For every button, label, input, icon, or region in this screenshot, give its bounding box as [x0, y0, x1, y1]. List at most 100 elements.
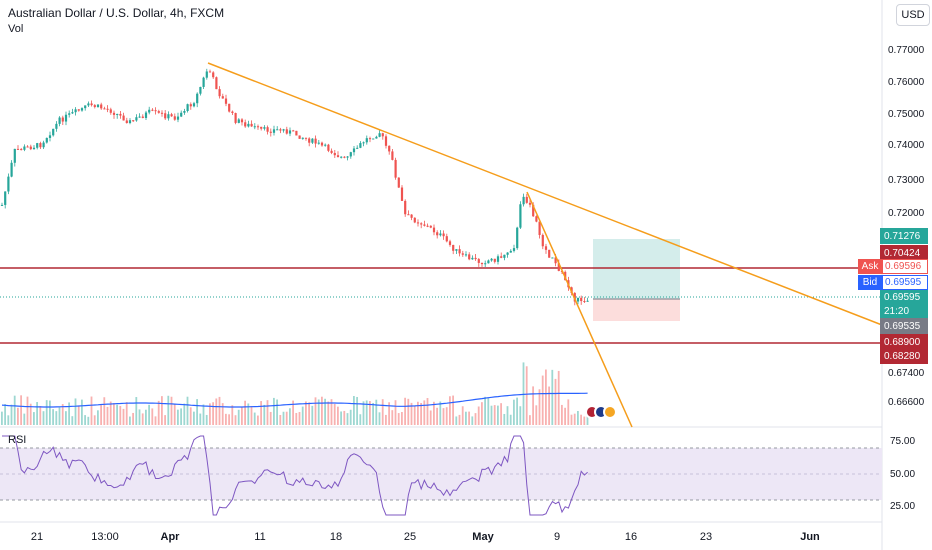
- candle-body: [279, 129, 282, 131]
- candle-body: [260, 126, 263, 129]
- candle-body: [263, 127, 266, 129]
- candle-body: [301, 137, 304, 139]
- candle-body: [448, 241, 452, 245]
- volume-bar: [420, 402, 422, 425]
- candle-body: [247, 123, 250, 127]
- bid-label: Bid: [858, 275, 882, 290]
- volume-bar: [193, 411, 195, 425]
- candle-body: [493, 258, 496, 262]
- volume-bar: [39, 406, 42, 425]
- volume-bar: [522, 362, 525, 425]
- volume-bar: [263, 404, 266, 425]
- volume-bar: [449, 396, 451, 425]
- volume-bar: [465, 411, 467, 425]
- volume-bar: [461, 406, 464, 425]
- date-axis[interactable]: 21 13:00 Apr 11 18 25 May 9 16 23 Jun: [0, 527, 882, 550]
- volume-bar: [260, 401, 262, 425]
- volume-bar: [52, 409, 54, 425]
- candle-body: [535, 216, 538, 222]
- volume-bar: [68, 402, 70, 425]
- chart-title[interactable]: Australian Dollar / U.S. Dollar, 4h, FXC…: [8, 6, 225, 20]
- economic-events[interactable]: [585, 405, 617, 419]
- trendline-major: [207, 62, 883, 326]
- date-tick: Apr: [160, 531, 180, 543]
- candle-body: [336, 155, 340, 158]
- volume-bar: [356, 396, 358, 425]
- candle-body: [128, 120, 132, 124]
- volume-bar: [225, 413, 227, 425]
- candle-body: [183, 110, 186, 113]
- candle-body: [522, 196, 525, 205]
- stop-loss-zone: [593, 299, 680, 321]
- candle-body: [557, 263, 560, 271]
- candle-body: [474, 257, 477, 260]
- volume-bar: [173, 404, 176, 425]
- volume-bar: [426, 398, 429, 425]
- candle-body: [16, 148, 20, 150]
- volume-bar: [17, 407, 19, 425]
- volume-bar: [317, 399, 320, 425]
- volume-bar: [36, 402, 38, 425]
- candle-body: [496, 256, 500, 262]
- volume-bar: [129, 416, 131, 425]
- volume-bar: [391, 410, 394, 425]
- volume-bar: [500, 403, 502, 425]
- volume-bar: [189, 407, 192, 425]
- event-icon[interactable]: [603, 405, 617, 419]
- rsi-tick: 75.00: [890, 436, 916, 447]
- candle-body: [423, 224, 426, 226]
- volume-bar: [221, 403, 224, 425]
- volume-bar: [305, 401, 307, 425]
- candle-body: [439, 233, 442, 236]
- date-tick: 23: [699, 531, 713, 543]
- volume-bar: [1, 411, 3, 425]
- volume-bar: [513, 399, 515, 425]
- candle-body: [202, 77, 205, 87]
- volume-bar: [509, 414, 512, 425]
- candle-body: [397, 177, 400, 188]
- volume-bar: [321, 396, 323, 425]
- price-tick: 0.76000: [888, 77, 925, 88]
- volume-bar: [541, 375, 544, 425]
- volume-bar: [247, 403, 250, 425]
- rsi-label[interactable]: RSI: [8, 434, 27, 446]
- candle-body: [272, 129, 276, 133]
- price-axis[interactable]: 0.77000 0.76000 0.75000 0.74000 0.73000 …: [882, 0, 932, 520]
- volume-bar: [26, 396, 29, 425]
- candle-body: [468, 254, 471, 260]
- trendline-minor: [526, 191, 633, 428]
- candle-body: [324, 144, 327, 146]
- volume-bar: [417, 401, 419, 425]
- volume-bar: [45, 400, 48, 425]
- candle-body: [253, 126, 256, 128]
- volume-bar: [154, 416, 157, 425]
- candle-body: [506, 252, 509, 255]
- volume-bar: [458, 414, 461, 425]
- volume-bar: [257, 415, 259, 425]
- candle-body: [368, 138, 372, 140]
- volume-bar: [289, 408, 291, 425]
- volume-bar: [497, 405, 499, 425]
- candle-body: [154, 110, 157, 112]
- volume-bar: [324, 398, 326, 425]
- candle-body: [394, 159, 397, 178]
- volume-bar: [327, 401, 330, 425]
- volume-bar: [285, 411, 288, 425]
- candle-body: [48, 135, 52, 138]
- candle-body: [576, 297, 580, 302]
- volume-bar: [81, 399, 83, 425]
- volume-bar: [298, 412, 301, 425]
- candle-body: [429, 225, 432, 228]
- volume-bar: [93, 415, 96, 425]
- volume-bar: [452, 395, 454, 425]
- candle-body: [234, 113, 237, 123]
- volume-label[interactable]: Vol: [8, 23, 24, 35]
- candle-body: [580, 297, 583, 302]
- volume-bar: [295, 412, 298, 425]
- volume-bar: [493, 405, 496, 425]
- candle-body: [103, 108, 106, 110]
- candle-body: [148, 109, 151, 113]
- currency-button[interactable]: USD: [896, 4, 930, 26]
